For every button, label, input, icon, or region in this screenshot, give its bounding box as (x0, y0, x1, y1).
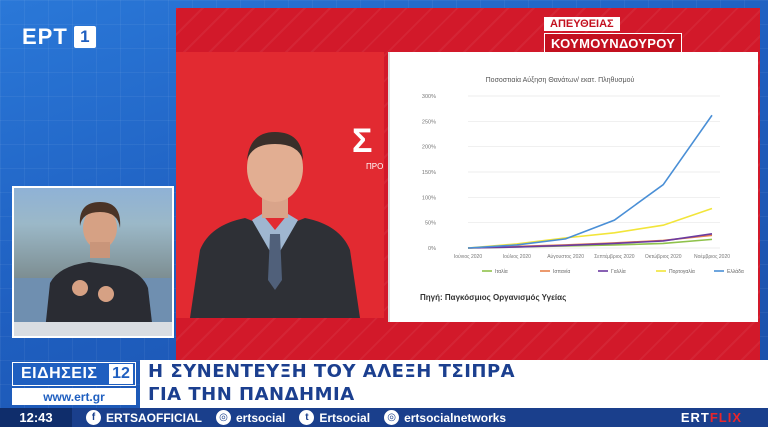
x-tick-label: Ιούνιος 2020 (454, 253, 482, 260)
social-items: f ERTSAOFFICIAL ◎ ertsocial t Ertsocial ◎ ertso… (72, 410, 506, 425)
social-item: ◎ ertsocial (216, 410, 285, 425)
twitter-icon: t (299, 410, 315, 425)
interpreter-figure (44, 202, 154, 336)
legend-label: Ιταλία (495, 269, 508, 275)
ertflix-logo: ERTFLIX (681, 410, 742, 425)
channel-name: ΕΡΤ (22, 24, 68, 49)
headline-line-2: ΓΙΑ ΤΗΝ ΠΑΝΔΗΜΙΑ (148, 384, 355, 405)
y-tick-label: 250% (422, 119, 436, 125)
y-tick-label: 50% (425, 221, 436, 227)
instagram-icon: ◎ (384, 410, 400, 425)
chart-card: Ποσοστιαία Αύξηση Θανάτων/ εκατ. Πληθυσμ… (388, 52, 758, 322)
legend-label: Ελλάδα (727, 268, 744, 275)
website-label: www.ert.gr (12, 388, 136, 405)
social-item-label: ertsocialnetworks (404, 410, 507, 425)
news-tag: ΕΙΔΗΣΕΙΣ 12 (12, 362, 136, 386)
x-tick-label: Νοέμβριος 2020 (694, 253, 730, 260)
interpreter-floor (14, 322, 172, 336)
facebook-icon: f (86, 410, 101, 425)
speaker-video: Σ ΠΡΟ (176, 52, 384, 318)
social-item-label: ERTSAOFFICIAL (106, 410, 202, 425)
ertflix-logo-a: ERT (680, 410, 710, 425)
channel-number: 1 (73, 26, 96, 48)
chart-title: Ποσοστιαία Αύξηση Θανάτων/ εκατ. Πληθυσμ… (485, 77, 635, 84)
x-tick-label: Αύγουστος 2020 (547, 253, 584, 260)
series-line (467, 207, 713, 249)
social-item: f ERTSAOFFICIAL (86, 410, 202, 425)
y-tick-label: 150% (422, 170, 436, 176)
speaker-figure (190, 132, 360, 318)
channel-logo: ΕΡΤ 1 (22, 24, 96, 50)
y-tick-label: 200% (422, 145, 436, 151)
party-logo: Σ (352, 122, 373, 160)
ertflix-logo-b: FLIX (709, 410, 742, 425)
news-number: 12 (109, 364, 133, 384)
headline-line-1: Η ΣΥΝΕΝΤΕΥΞΗ ΤΟΥ ΑΛΕΞΗ ΤΣΙΠΡΑ (148, 361, 516, 382)
legend-label: Γαλλία (611, 269, 626, 275)
legend-label: Πορτογαλία (669, 269, 695, 275)
headline: Η ΣΥΝΕΝΤΕΥΞΗ ΤΟΥ ΑΛΕΞΗ ΤΣΙΠΡΑ ΓΙΑ ΤΗΝ ΠΑ… (140, 360, 768, 408)
social-item: t Ertsocial (299, 410, 370, 425)
chart-source: Πηγή: Παγκόσμιος Οργανισμός Υγείας (420, 293, 567, 302)
live-badge: ΑΠΕΥΘΕΙΑΣ ΚΟΥΜΟΥΝΔΟΥΡΟΥ (544, 14, 683, 54)
sign-language-interpreter (12, 186, 174, 338)
x-tick-label: Ιούλιος 2020 (503, 253, 531, 260)
party-logo-sub: ΠΡΟ (366, 162, 384, 171)
series-line (467, 114, 713, 249)
clock: 12:43 (0, 408, 72, 427)
news-label: ΕΙΔΗΣΕΙΣ (21, 365, 98, 382)
live-label: ΑΠΕΥΘΕΙΑΣ (544, 17, 620, 31)
y-tick-label: 100% (422, 195, 436, 201)
social-item-label: Ertsocial (319, 410, 371, 425)
social-bar: 12:43 f ERTSAOFFICIAL ◎ ertsocial t Ertsocial… (0, 408, 768, 427)
y-tick-label: 0% (428, 246, 436, 252)
line-chart: 0% 50% 100% 150% 200% 250% 300% Ιούνιος 2020 Ιού… (422, 94, 744, 275)
x-tick-label: Οκτώβριος 2020 (645, 253, 682, 260)
instagram-icon: ◎ (216, 410, 231, 425)
social-item: ◎ ertsocialnetworks (384, 410, 506, 425)
series-line (467, 233, 713, 249)
y-tick-label: 300% (422, 94, 436, 100)
social-item-label: ertsocial (236, 410, 286, 425)
location-label: ΚΟΥΜΟΥΝΔΟΥΡΟΥ (544, 33, 683, 54)
x-tick-label: Σεπτέμβριος 2020 (594, 253, 635, 260)
legend-label: Ισπανία (553, 269, 570, 275)
